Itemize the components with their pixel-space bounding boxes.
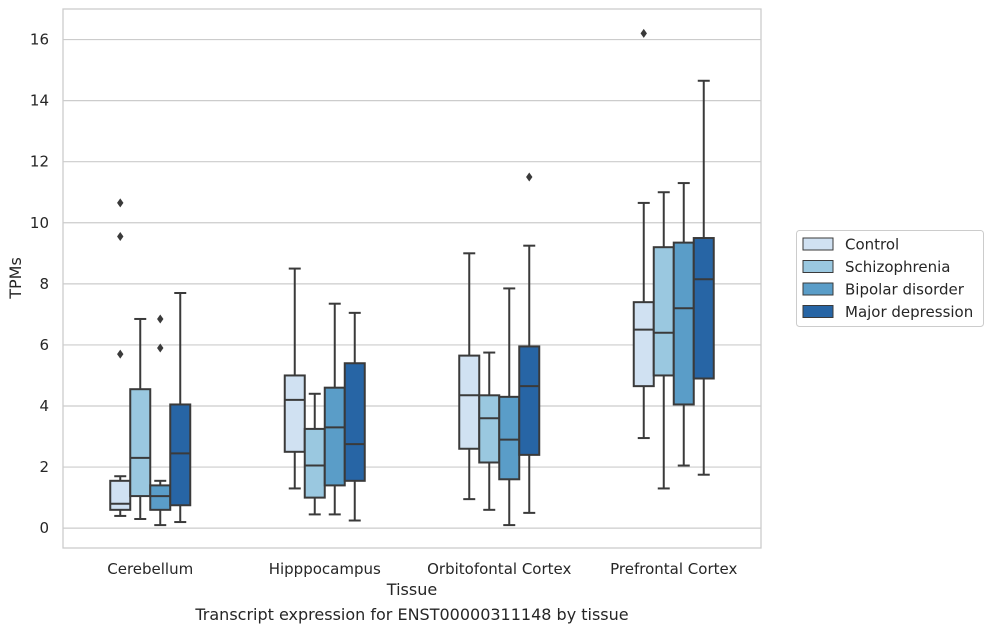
box-body — [672, 241, 695, 406]
box — [323, 302, 346, 516]
box-body — [343, 362, 366, 482]
box — [129, 317, 152, 520]
outlier-point — [117, 232, 124, 242]
box-body — [632, 301, 655, 388]
x-tick-label: Hipppocampus — [269, 560, 381, 578]
series-bipolar-disorder — [149, 182, 695, 527]
box — [498, 287, 521, 527]
x-tick-label: Orbitofontal Cortex — [427, 560, 571, 578]
y-tick-label: 14 — [30, 92, 49, 110]
box-body — [109, 479, 132, 511]
box — [149, 314, 172, 527]
legend-swatch — [802, 305, 834, 318]
legend-box — [796, 230, 984, 327]
legend-label: Schizophrenia — [845, 258, 950, 276]
box — [303, 392, 326, 516]
chart-caption: Transcript expression for ENST0000031114… — [195, 605, 629, 624]
legend-label: Major depression — [845, 303, 973, 321]
box-body — [303, 427, 326, 499]
outlier-point — [157, 343, 164, 353]
box-body — [652, 246, 675, 377]
outlier-point — [640, 28, 647, 38]
series-major-depression — [169, 79, 715, 524]
box-body — [458, 354, 481, 450]
x-tick-label: Prefrontal Cortex — [610, 560, 737, 578]
box — [283, 267, 306, 490]
legend-swatch — [802, 237, 834, 251]
legend-swatch — [802, 260, 834, 273]
outlier-point — [157, 314, 164, 324]
plot-frame — [62, 8, 762, 549]
box-body — [498, 395, 521, 481]
series-schizophrenia — [129, 191, 675, 520]
outlier-point — [526, 172, 533, 182]
y-tick-label: 6 — [39, 336, 49, 354]
box-body — [169, 403, 192, 507]
box-body — [129, 388, 152, 498]
box — [518, 172, 541, 514]
box — [109, 198, 132, 517]
y-tick-label: 0 — [39, 519, 49, 537]
y-tick-label: 12 — [30, 153, 49, 171]
box — [478, 351, 501, 511]
y-tick-label: 4 — [39, 397, 49, 415]
box-body — [518, 345, 541, 456]
box — [632, 28, 655, 440]
outlier-point — [117, 198, 124, 208]
box — [343, 311, 366, 522]
legend-swatch — [802, 282, 834, 296]
box — [652, 191, 675, 490]
outlier-point — [117, 349, 124, 359]
x-tick-label: Cerebellum — [107, 560, 193, 578]
y-tick-label: 16 — [30, 31, 49, 49]
legend: Control Schizophrenia Bipolar disorder Majo… — [796, 230, 984, 327]
box-body — [323, 386, 346, 487]
y-axis-label: TPMs — [6, 257, 25, 300]
box — [692, 79, 715, 476]
y-tick-labels: 0 2 4 6 8 10 12 14 16 — [30, 31, 49, 538]
x-axis-label: Tissue — [386, 580, 437, 599]
y-tick-label: 2 — [39, 458, 49, 476]
x-tick-labels: Cerebellum Hipppocampus Orbitofontal Corte… — [107, 560, 737, 578]
series-control — [109, 28, 655, 517]
y-tick-label: 10 — [30, 214, 49, 232]
box-series — [109, 28, 715, 527]
box-body — [692, 237, 715, 380]
box — [672, 182, 695, 467]
box — [169, 292, 192, 524]
legend-label: Bipolar disorder — [845, 281, 965, 299]
box-body — [149, 484, 172, 511]
box-body — [478, 394, 501, 464]
legend-label: Control — [845, 236, 899, 254]
box — [458, 252, 481, 501]
box-body — [283, 374, 306, 453]
y-tick-label: 8 — [39, 275, 49, 293]
